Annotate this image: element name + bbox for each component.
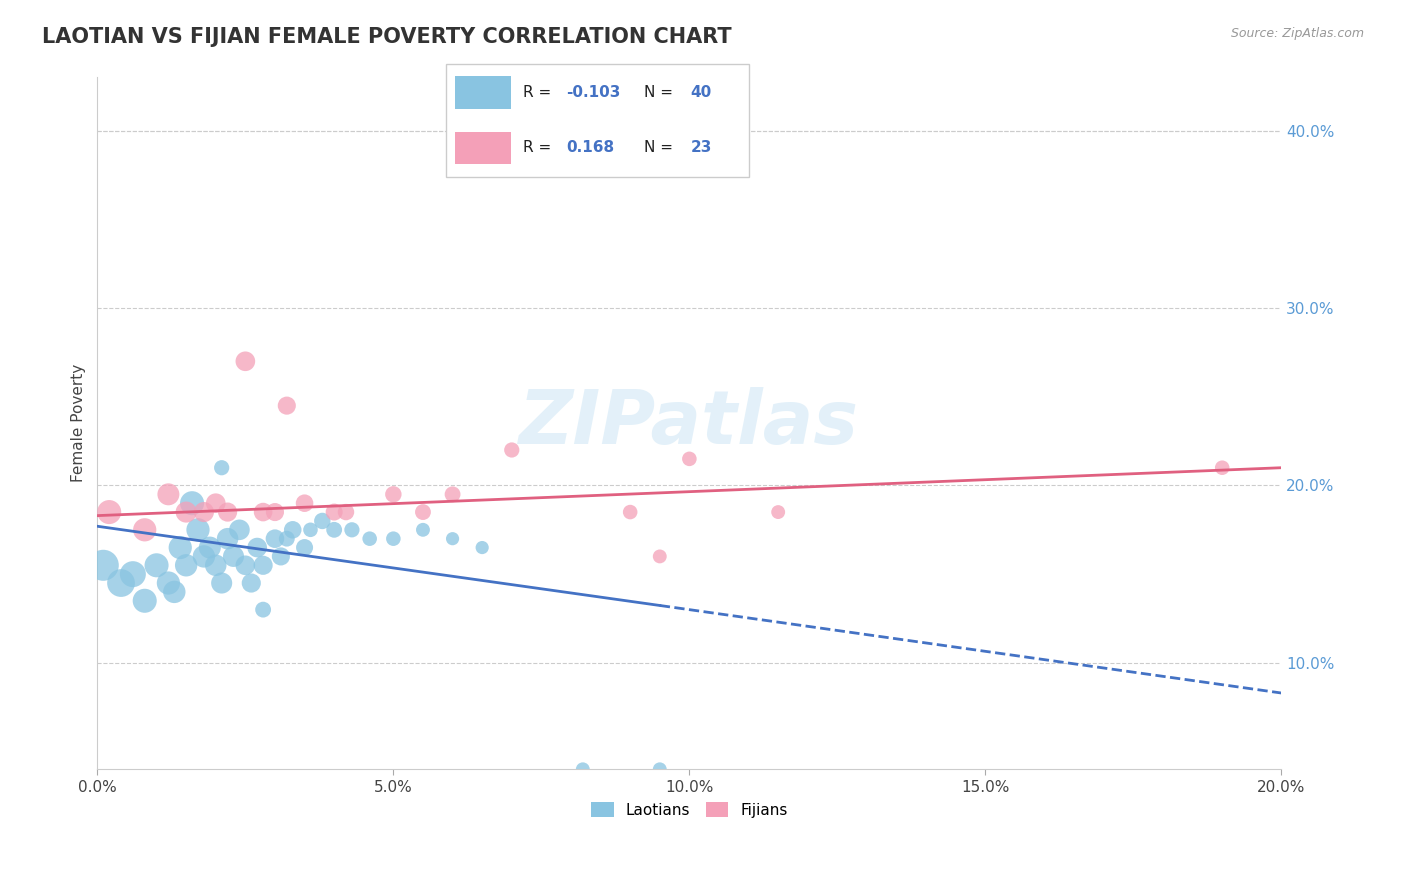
- Text: 0.168: 0.168: [567, 140, 614, 155]
- Text: N =: N =: [644, 85, 678, 100]
- Point: [187, 523, 209, 537]
- Point: [217, 532, 239, 546]
- Point: [281, 523, 304, 537]
- Point: [311, 514, 333, 528]
- Point: [441, 532, 464, 546]
- Point: [294, 496, 316, 510]
- Point: [198, 541, 221, 555]
- Point: [382, 487, 405, 501]
- Point: [181, 496, 204, 510]
- Text: ZIPatlas: ZIPatlas: [519, 387, 859, 460]
- Point: [204, 558, 226, 573]
- Point: [222, 549, 245, 564]
- Legend: Laotians, Fijians: Laotians, Fijians: [585, 796, 794, 824]
- Text: LAOTIAN VS FIJIAN FEMALE POVERTY CORRELATION CHART: LAOTIAN VS FIJIAN FEMALE POVERTY CORRELA…: [42, 27, 731, 46]
- Point: [134, 594, 156, 608]
- Point: [382, 532, 405, 546]
- Point: [335, 505, 357, 519]
- Point: [91, 558, 114, 573]
- Bar: [456, 77, 510, 109]
- Point: [264, 505, 287, 519]
- Point: [134, 523, 156, 537]
- Point: [648, 762, 671, 776]
- Point: [264, 532, 287, 546]
- Point: [619, 505, 641, 519]
- Point: [193, 549, 215, 564]
- Point: [163, 585, 186, 599]
- Text: 23: 23: [690, 140, 711, 155]
- Point: [252, 602, 274, 616]
- Point: [169, 541, 191, 555]
- Point: [145, 558, 167, 573]
- Point: [766, 505, 789, 519]
- Point: [323, 505, 346, 519]
- Point: [228, 523, 250, 537]
- Text: R =: R =: [523, 85, 557, 100]
- FancyBboxPatch shape: [446, 63, 749, 178]
- Point: [110, 576, 132, 591]
- Point: [270, 549, 292, 564]
- Point: [217, 505, 239, 519]
- Point: [252, 505, 274, 519]
- Text: 40: 40: [690, 85, 711, 100]
- Point: [211, 460, 233, 475]
- Point: [648, 549, 671, 564]
- Point: [204, 496, 226, 510]
- Text: N =: N =: [644, 140, 678, 155]
- Point: [193, 505, 215, 519]
- Point: [235, 558, 257, 573]
- Point: [246, 541, 269, 555]
- Text: Source: ZipAtlas.com: Source: ZipAtlas.com: [1230, 27, 1364, 40]
- Point: [323, 523, 346, 537]
- Point: [471, 541, 494, 555]
- Point: [252, 558, 274, 573]
- Point: [294, 541, 316, 555]
- Point: [235, 354, 257, 368]
- Point: [122, 567, 145, 582]
- Point: [211, 576, 233, 591]
- Point: [340, 523, 363, 537]
- Point: [240, 576, 263, 591]
- Point: [678, 451, 700, 466]
- Point: [157, 487, 180, 501]
- Point: [572, 762, 595, 776]
- Point: [174, 505, 197, 519]
- Point: [157, 576, 180, 591]
- Point: [412, 523, 434, 537]
- Point: [98, 505, 121, 519]
- Point: [359, 532, 381, 546]
- Point: [174, 558, 197, 573]
- Point: [299, 523, 322, 537]
- Point: [501, 442, 523, 457]
- Y-axis label: Female Poverty: Female Poverty: [72, 364, 86, 483]
- Point: [276, 399, 298, 413]
- Point: [1211, 460, 1233, 475]
- Text: R =: R =: [523, 140, 557, 155]
- Bar: [456, 132, 510, 164]
- Point: [412, 505, 434, 519]
- Point: [441, 487, 464, 501]
- Point: [276, 532, 298, 546]
- Text: -0.103: -0.103: [567, 85, 621, 100]
